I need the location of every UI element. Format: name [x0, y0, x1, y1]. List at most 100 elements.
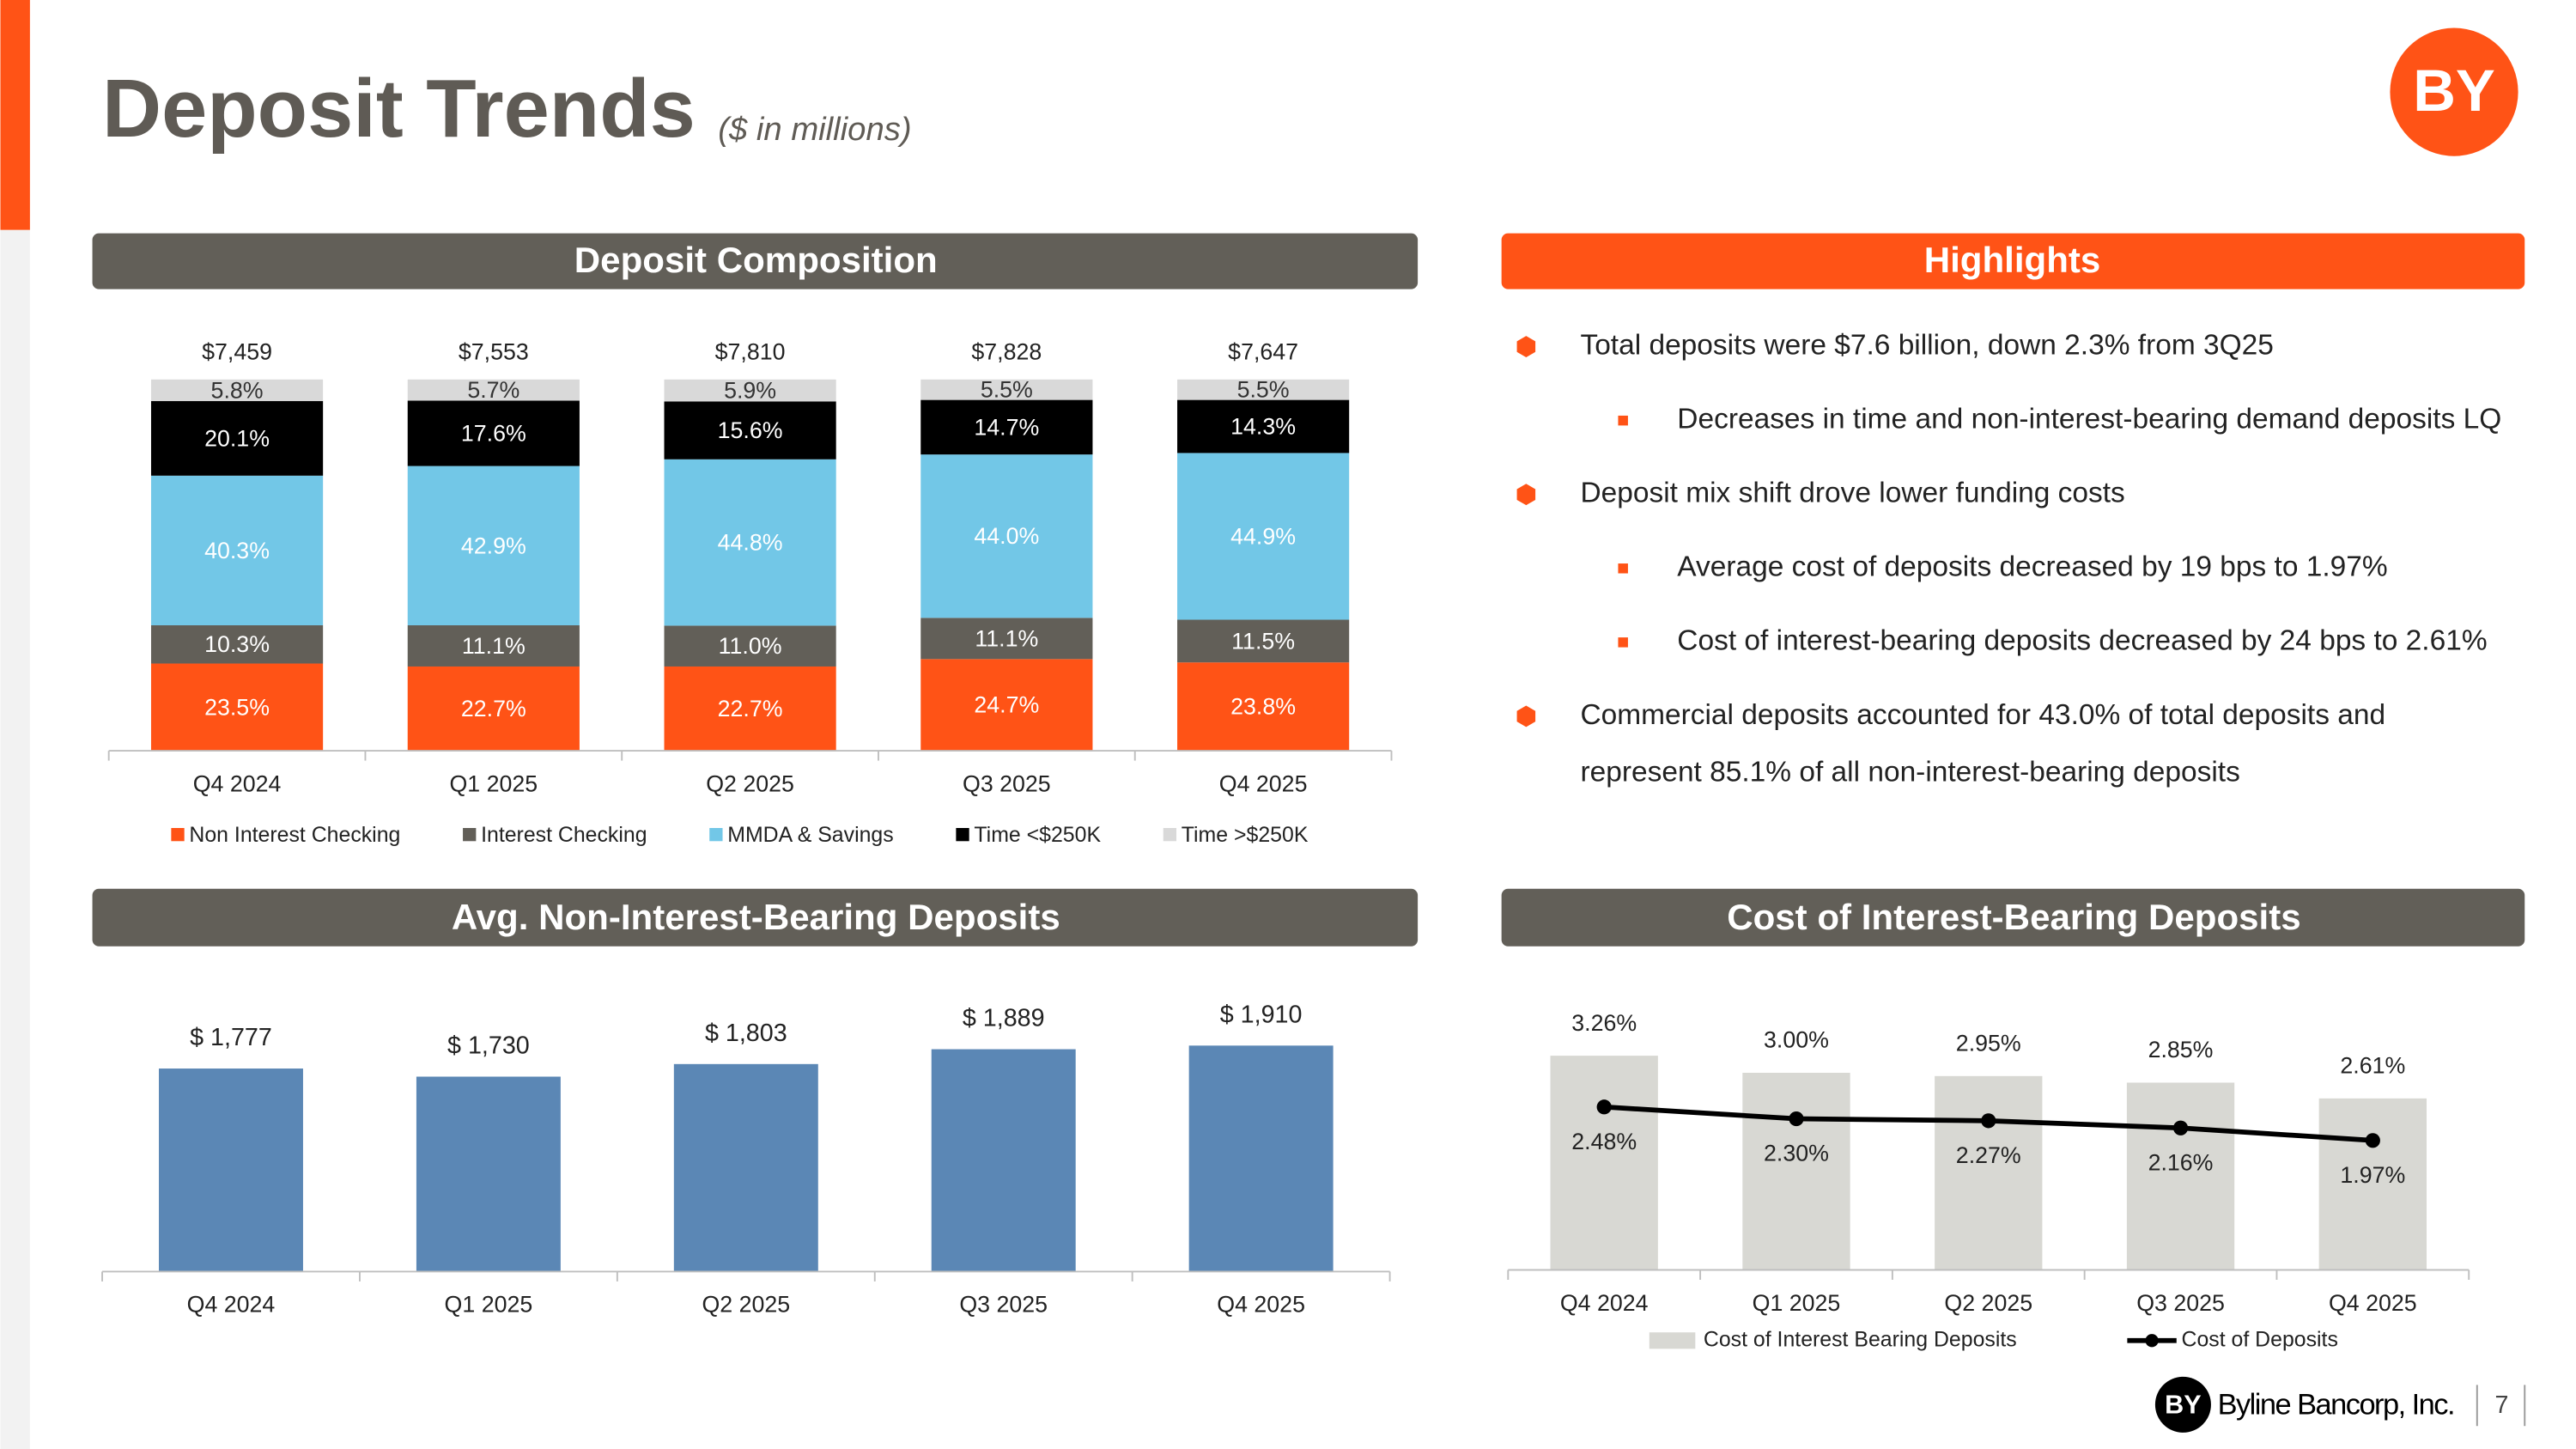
bar-segment: [920, 454, 1093, 618]
legend-swatch: [709, 828, 723, 842]
data-label: 10.3%: [204, 631, 270, 657]
section-title: Highlights: [1924, 240, 2101, 280]
x-tick-label: Q1 2025: [445, 1292, 533, 1318]
bar: [2318, 1098, 2427, 1270]
total-label: $7,553: [459, 338, 529, 364]
section-header: [1501, 888, 2525, 947]
data-label: $ 1,910: [1220, 1001, 1303, 1028]
bar-segment: [664, 625, 836, 667]
x-tick-label: Q4 2025: [1219, 770, 1308, 796]
bar-segment: [407, 379, 580, 401]
data-label: 22.7%: [461, 696, 526, 721]
x-tick-label: Q4 2024: [187, 1292, 276, 1318]
bar: [1550, 1056, 1658, 1270]
bullet: [1516, 336, 1536, 358]
bar-segment: [1177, 619, 1350, 663]
data-label: 11.0%: [719, 633, 782, 659]
data-label: 1.97%: [2340, 1162, 2405, 1188]
bar-segment: [920, 618, 1093, 660]
page-number: 7: [2494, 1391, 2508, 1419]
data-label: 24.7%: [974, 692, 1039, 718]
data-label: 2.95%: [1956, 1031, 2021, 1056]
bar-segment: [1177, 662, 1350, 752]
x-tick-label: Q1 2025: [1753, 1290, 1841, 1316]
bar-segment: [664, 379, 836, 402]
total-label: $7,647: [1228, 338, 1298, 364]
section-header: [92, 233, 1419, 289]
data-label: 5.9%: [724, 378, 776, 404]
bullet: [1516, 484, 1536, 506]
data-label: 17.6%: [461, 421, 526, 447]
legend-swatch: [463, 828, 477, 842]
section-title: Deposit Composition: [574, 240, 938, 280]
data-label: 44.0%: [974, 523, 1039, 549]
highlight-text: Commercial deposits accounted for 43.0% …: [1580, 699, 2385, 731]
highlight-text: Total deposits were $7.6 billion, down 2…: [1580, 329, 2273, 361]
section-title: Cost of Interest-Bearing Deposits: [1727, 897, 2300, 937]
footer-logo: [2154, 1376, 2211, 1433]
bar-segment: [920, 379, 1093, 400]
data-label: 2.27%: [1956, 1142, 2021, 1168]
x-tick-label: Q4 2025: [2329, 1290, 2417, 1316]
bar-segment: [664, 401, 836, 460]
bar: [2126, 1082, 2235, 1270]
sub-bullet: [1618, 563, 1628, 574]
highlight-subtext: Cost of interest-bearing deposits decrea…: [1677, 625, 2487, 657]
x-tick-label: Q2 2025: [702, 1292, 790, 1318]
page-subtitle: ($ in millions): [718, 111, 911, 148]
data-label: 40.3%: [204, 538, 270, 563]
data-label: 2.61%: [2340, 1053, 2405, 1079]
bar-segment: [407, 624, 580, 667]
bar: [1742, 1072, 1850, 1270]
data-label: 11.1%: [975, 625, 1038, 651]
data-label: $ 1,889: [963, 1005, 1045, 1032]
bar-segment: [150, 475, 324, 625]
accent-bar: [0, 0, 30, 230]
bar-segment: [150, 379, 324, 401]
bar-segment: [920, 659, 1093, 752]
bar-segment: [1177, 399, 1350, 454]
data-label: 23.5%: [204, 694, 270, 720]
data-label: 3.26%: [1571, 1010, 1637, 1036]
x-tick-label: Q1 2025: [449, 770, 538, 796]
total-label: $7,459: [202, 338, 272, 364]
bar: [416, 1076, 561, 1272]
bar: [673, 1063, 818, 1272]
data-label: 14.7%: [974, 414, 1039, 440]
footer-company: Byline Bancorp, Inc.: [2218, 1388, 2454, 1421]
legend-label: Cost of Interest Bearing Deposits: [1704, 1327, 2017, 1351]
bar-segment: [150, 400, 324, 476]
side-strip: [0, 229, 30, 1449]
line-point: [1981, 1113, 1996, 1129]
total-label: $7,828: [971, 338, 1042, 364]
logo: [2390, 27, 2518, 156]
legend-label: MMDA & Savings: [727, 823, 893, 847]
data-label: 3.00%: [1764, 1027, 1829, 1053]
highlight-text: Deposit mix shift drove lower funding co…: [1580, 478, 2124, 509]
sub-bullet: [1618, 415, 1628, 426]
section-header: [92, 888, 1419, 947]
data-label: $ 1,777: [190, 1024, 272, 1051]
x-tick-label: Q2 2025: [706, 770, 794, 796]
data-label: 42.9%: [461, 533, 526, 558]
x-tick-label: Q4 2024: [193, 770, 282, 796]
bar-segment: [1177, 379, 1350, 400]
data-label: 5.7%: [467, 377, 519, 403]
data-label: 23.8%: [1230, 694, 1296, 720]
bar: [159, 1068, 303, 1272]
bar-segment: [407, 666, 580, 752]
legend-label: Interest Checking: [481, 823, 647, 847]
line-point: [1596, 1099, 1612, 1115]
legend-swatch: [171, 828, 185, 842]
section-header: [1501, 233, 2525, 289]
x-tick-label: Q3 2025: [959, 1292, 1048, 1318]
data-label: 11.5%: [1231, 628, 1295, 654]
sub-bullet: [1618, 637, 1628, 648]
bar-segment: [1177, 453, 1350, 620]
line-point: [2365, 1133, 2380, 1148]
bar-segment: [664, 459, 836, 626]
x-tick-label: Q2 2025: [1944, 1290, 2032, 1316]
bar-segment: [150, 624, 324, 664]
